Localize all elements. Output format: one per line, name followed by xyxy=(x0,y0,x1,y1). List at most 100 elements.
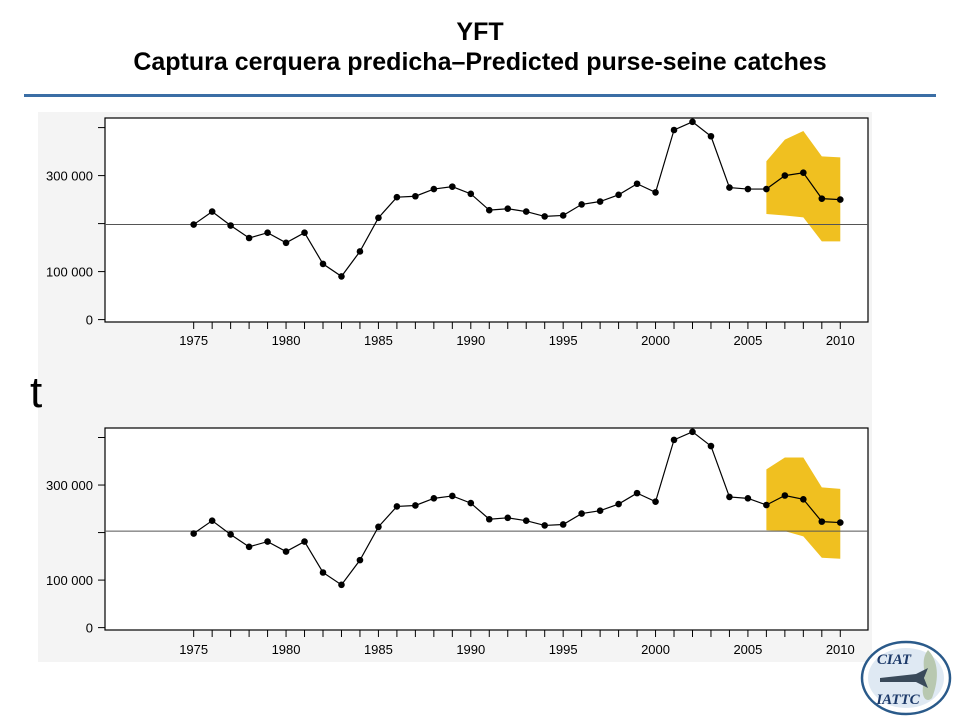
data-point xyxy=(301,229,308,237)
data-point xyxy=(726,184,733,191)
data-point xyxy=(781,172,789,179)
x-tick-label: 1990 xyxy=(456,333,485,348)
forecast-band xyxy=(766,130,841,242)
data-point xyxy=(375,214,382,222)
logo-text-bottom: IATTC xyxy=(875,692,920,708)
data-point xyxy=(615,191,622,199)
data-point xyxy=(208,517,216,524)
y-tick-label: 300 000 xyxy=(46,169,93,184)
data-point xyxy=(800,495,807,503)
data-point xyxy=(744,185,752,193)
data-point xyxy=(227,222,234,229)
data-point xyxy=(227,531,234,538)
data-point xyxy=(596,507,604,515)
data-point xyxy=(818,518,826,525)
x-tick-label: 2000 xyxy=(641,642,670,657)
data-point xyxy=(245,543,253,551)
chart-panel-top: 0 100 000 300 000 1975 1980 1985 1990 1995 2000 2… xyxy=(46,117,869,348)
logo-text-top: CIAT xyxy=(877,652,912,668)
data-point xyxy=(467,499,475,507)
data-point xyxy=(430,185,438,193)
data-point xyxy=(282,239,290,247)
x-tick-label: 1985 xyxy=(364,642,393,657)
data-point xyxy=(449,183,456,190)
data-point xyxy=(449,492,456,500)
subtitle-spanish: Captura cerquera predicha xyxy=(133,48,452,76)
data-point xyxy=(190,530,197,537)
data-point xyxy=(744,495,752,502)
data-point xyxy=(356,248,364,255)
data-point xyxy=(689,118,696,126)
title-rule xyxy=(24,94,936,97)
data-point xyxy=(670,126,678,134)
x-tick-label: 1995 xyxy=(549,333,578,348)
x-tick-label: 1980 xyxy=(272,642,301,657)
data-point xyxy=(319,260,327,268)
data-point xyxy=(800,169,807,177)
data-point xyxy=(264,229,271,237)
data-point xyxy=(781,492,789,499)
x-tick-label: 2010 xyxy=(826,642,855,657)
data-point xyxy=(541,213,548,220)
data-point xyxy=(338,273,345,280)
iattc-logo: CIAT IATTC xyxy=(860,640,952,716)
data-point xyxy=(559,521,567,528)
data-point xyxy=(485,515,493,523)
data-point xyxy=(670,436,678,444)
data-point xyxy=(633,180,641,188)
data-point xyxy=(726,493,733,501)
plot-area xyxy=(104,427,869,631)
data-point xyxy=(208,208,216,215)
data-point xyxy=(504,514,512,522)
subtitle-separator: – xyxy=(451,48,466,76)
data-point xyxy=(393,193,401,201)
data-point xyxy=(689,428,696,436)
data-point xyxy=(430,495,438,502)
forecast-band xyxy=(766,457,841,559)
data-point xyxy=(541,522,548,529)
data-point xyxy=(707,442,715,450)
x-tick-label: 1975 xyxy=(179,642,208,657)
data-point xyxy=(763,185,770,193)
data-point xyxy=(375,523,382,531)
title-block: YFT Captura cerquera predicha–Predicted … xyxy=(0,0,960,77)
data-point xyxy=(301,538,308,545)
data-point xyxy=(836,519,844,526)
data-point xyxy=(282,548,290,555)
x-tick-label: 2010 xyxy=(826,333,855,348)
chart-subtitle: Captura cerquera predicha–Predicted purs… xyxy=(0,47,960,77)
unit-label: t xyxy=(30,368,43,417)
y-tick-label: 100 000 xyxy=(46,573,93,588)
data-point xyxy=(836,196,844,203)
data-point xyxy=(578,201,585,208)
data-point xyxy=(356,556,364,564)
data-point xyxy=(578,510,585,517)
x-tick-label: 1990 xyxy=(456,642,485,657)
data-point xyxy=(485,206,493,214)
subtitle-english: Predicted purse-seine catches xyxy=(465,48,827,76)
y-tick-label: 300 000 xyxy=(46,478,93,493)
data-point xyxy=(633,489,641,497)
x-tick-label: 2005 xyxy=(733,333,762,348)
x-tick-label: 2005 xyxy=(733,642,762,657)
data-point xyxy=(522,208,530,215)
data-point xyxy=(652,189,659,196)
chart-panel-bottom: 0 100 000 300 000 1975 1980 1985 1990 1995 2000 2… xyxy=(46,427,869,657)
logo-continent xyxy=(922,650,937,701)
data-point xyxy=(504,205,512,213)
x-tick-label: 1980 xyxy=(272,333,301,348)
plot-area xyxy=(104,117,869,323)
tuna-icon xyxy=(880,668,928,688)
data-point xyxy=(467,190,475,198)
data-point xyxy=(190,221,197,228)
data-point xyxy=(652,498,659,505)
y-tick-label: 100 000 xyxy=(46,265,93,280)
data-point xyxy=(559,212,567,219)
data-point xyxy=(818,195,826,202)
x-tick-label: 1985 xyxy=(364,333,393,348)
data-point xyxy=(707,132,715,140)
data-point xyxy=(338,581,345,589)
data-point xyxy=(412,192,419,200)
y-tick-label: 0 xyxy=(86,621,93,636)
